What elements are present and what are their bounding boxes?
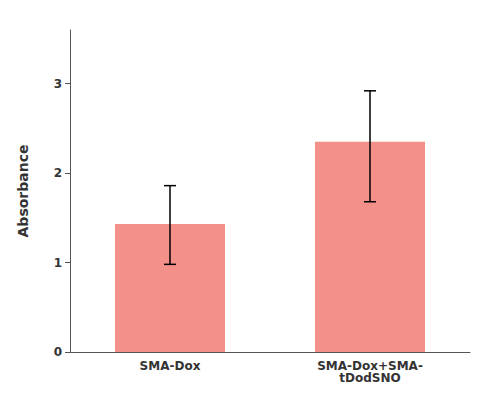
svg-text:0: 0: [54, 345, 62, 359]
svg-text:1: 1: [54, 256, 62, 270]
svg-text:3: 3: [54, 77, 62, 91]
svg-text:SMA-Dox: SMA-Dox: [140, 359, 201, 373]
svg-text:2: 2: [54, 166, 62, 180]
svg-text:Absorbance: Absorbance: [15, 145, 31, 238]
svg-text:tDodSNO: tDodSNO: [339, 371, 400, 385]
svg-text:SMA-Dox+SMA-: SMA-Dox+SMA-: [317, 359, 423, 373]
